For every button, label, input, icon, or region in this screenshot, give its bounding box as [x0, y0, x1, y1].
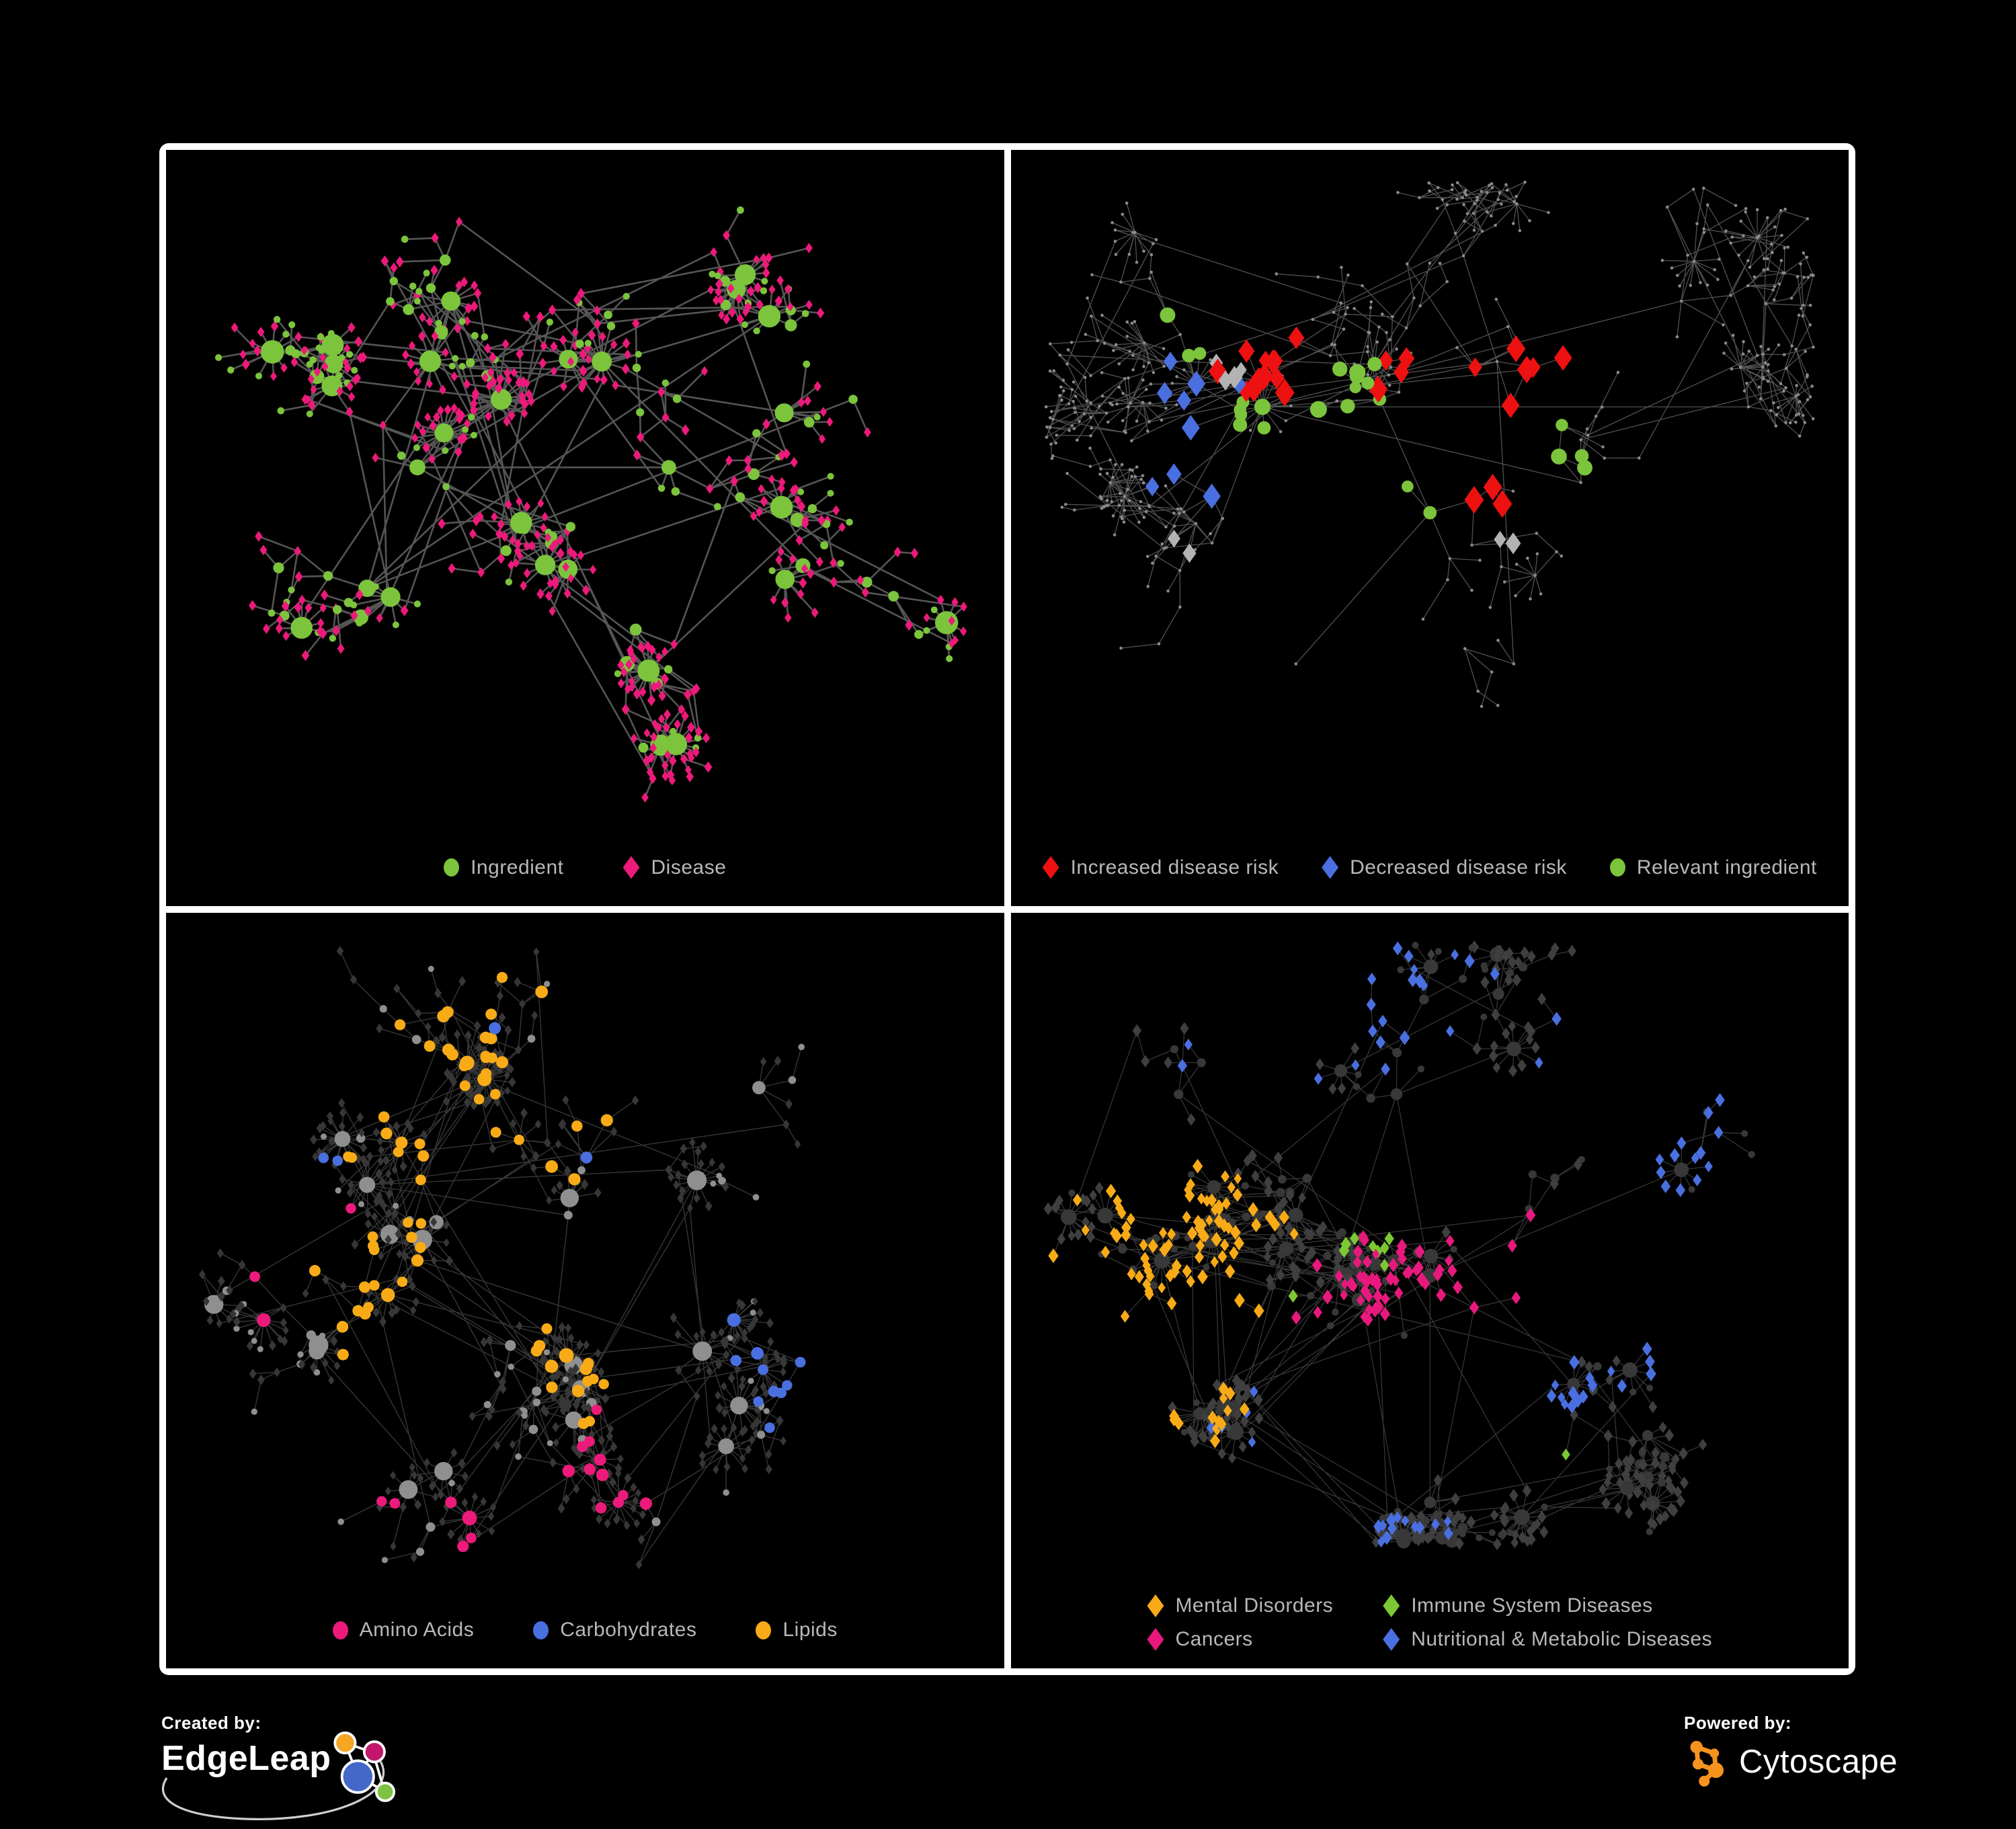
edgeleap-network-icon	[333, 1731, 395, 1802]
panel-ingredient-disease-network: Ingredient Disease	[166, 150, 1004, 906]
legend-item-ingredient: Ingredient	[444, 856, 563, 879]
legend-label: Decreased disease risk	[1350, 856, 1567, 879]
legend-label: Nutritional & Metabolic Diseases	[1411, 1628, 1713, 1650]
ingredient-class-network-graph	[198, 945, 806, 1570]
cytoscape-network-icon	[1690, 1740, 1724, 1787]
legend-item-decreased-risk: Decreased disease risk	[1322, 856, 1567, 879]
relevant-ingredient-circle-marker	[1609, 858, 1625, 877]
legend-disease-risk: Increased disease risk Decreased disease…	[1011, 856, 1849, 879]
created-by-block: Created by: EdgeLeap	[161, 1713, 396, 1821]
legend-item-increased-risk: Increased disease risk	[1042, 856, 1279, 879]
increased-risk-diamond-marker	[1042, 856, 1059, 879]
ingredient-disease-network-graph	[214, 206, 967, 803]
legend-item-carbohydrates: Carbohydrates	[533, 1619, 696, 1641]
cancers-diamond-marker	[1147, 1628, 1164, 1651]
legend-disease-classes: Mental Disorders Immune System Diseases …	[1011, 1594, 1849, 1651]
decreased-risk-diamond-marker	[1322, 856, 1339, 879]
lipids-circle-marker	[756, 1621, 772, 1639]
legend-ingredient-classes: Amino Acids Carbohydrates Lipids	[166, 1619, 1004, 1641]
edgeleap-logo: EdgeLeap	[161, 1731, 396, 1821]
powered-by-block: Powered by: Cytoscape	[1684, 1713, 1898, 1787]
ingredient-circle-marker	[444, 858, 460, 877]
created-by-label: Created by:	[161, 1713, 261, 1733]
disease-class-network-graph	[1043, 940, 1755, 1550]
panel-disease-class-network: Mental Disorders Immune System Diseases …	[1010, 912, 1849, 1668]
disease-risk-network-graph	[1044, 180, 1815, 708]
carbohydrates-circle-marker	[533, 1621, 549, 1639]
panel-disease-risk-network: Increased disease risk Decreased disease…	[1010, 150, 1849, 906]
amino-acids-circle-marker	[332, 1621, 348, 1639]
legend-item-mental-disorders: Mental Disorders	[1147, 1594, 1333, 1617]
legend-label: Carbohydrates	[560, 1619, 697, 1641]
mental-disorders-diamond-marker	[1147, 1594, 1164, 1617]
legend-label: Amino Acids	[359, 1619, 475, 1641]
legend-label: Increased disease risk	[1070, 856, 1279, 879]
legend-label: Immune System Diseases	[1411, 1594, 1653, 1617]
legend-label: Mental Disorders	[1175, 1594, 1334, 1617]
legend-ingredient-disease: Ingredient Disease	[166, 856, 1004, 879]
cytoscape-wordmark: Cytoscape	[1739, 1744, 1898, 1780]
legend-item-immune-system-diseases: Immune System Diseases	[1383, 1594, 1712, 1617]
legend-item-amino-acids: Amino Acids	[332, 1619, 475, 1641]
legend-item-disease: Disease	[622, 856, 727, 879]
panel-ingredient-class-network: Amino Acids Carbohydrates Lipids	[166, 912, 1004, 1668]
legend-item-relevant-ingredient: Relevant ingredient	[1609, 856, 1817, 879]
legend-item-nutritional-metabolic-diseases: Nutritional & Metabolic Diseases	[1383, 1628, 1712, 1651]
legend-label: Cancers	[1175, 1628, 1253, 1650]
nutritional-metabolic-diamond-marker	[1383, 1628, 1400, 1651]
legend-label: Lipids	[782, 1619, 838, 1641]
legend-label: Ingredient	[471, 856, 564, 879]
legend-label: Relevant ingredient	[1636, 856, 1817, 879]
powered-by-label: Powered by:	[1684, 1713, 1792, 1733]
cytoscape-logo: Cytoscape	[1684, 1736, 1898, 1787]
immune-system-diamond-marker	[1383, 1594, 1400, 1617]
network-panels-grid: Ingredient Disease Increased disease ris…	[159, 143, 1855, 1675]
disease-diamond-marker	[622, 856, 640, 879]
legend-item-lipids: Lipids	[756, 1619, 837, 1641]
edgeleap-wordmark: EdgeLeap	[161, 1739, 331, 1778]
legend-label: Disease	[651, 856, 727, 879]
legend-item-cancers: Cancers	[1147, 1628, 1333, 1651]
